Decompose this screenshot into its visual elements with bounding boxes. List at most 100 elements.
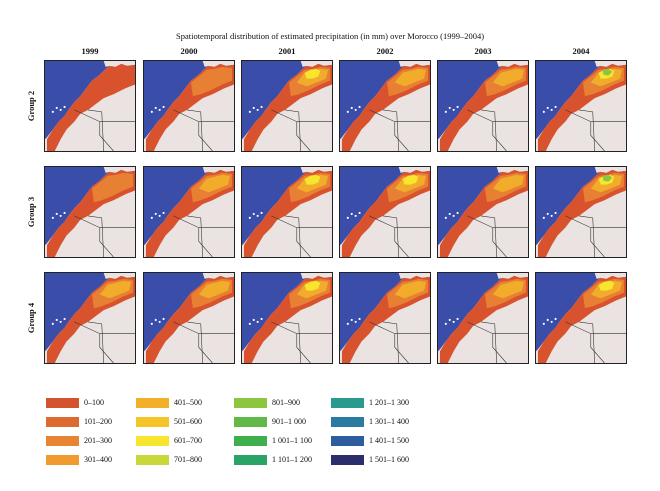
legend-swatch (234, 417, 267, 427)
legend-swatch (234, 436, 267, 446)
iberia-coast (242, 61, 332, 67)
island-mark (260, 317, 263, 321)
precip-zone-higher (598, 280, 615, 291)
island-mark (63, 317, 66, 321)
atlantic-ocean (438, 167, 528, 246)
island-mark (63, 105, 66, 109)
atlantic-ocean (144, 167, 234, 246)
legend-swatch (234, 398, 267, 408)
group-label-text: Group 4 (26, 302, 36, 334)
map-panel (44, 166, 136, 258)
legend-label: 1 201–1 300 (369, 398, 409, 407)
country-borders (173, 215, 234, 257)
legend-item: 1 201–1 300 (331, 398, 409, 408)
map-panel (44, 272, 136, 364)
iberia-coast (242, 273, 332, 279)
atlantic-ocean (536, 273, 626, 352)
group-label-text: Group 2 (26, 90, 36, 122)
precip-zone-high (492, 174, 525, 193)
island-mark (248, 110, 251, 113)
island-mark (448, 212, 451, 216)
island-mark (51, 216, 54, 219)
map-panel (535, 272, 627, 364)
country-borders (369, 215, 430, 257)
country-borders (74, 109, 135, 151)
island-mark (154, 212, 157, 216)
island-mark (63, 211, 66, 215)
island-mark (452, 108, 455, 111)
island-mark (162, 317, 165, 321)
atlantic-ocean (242, 273, 332, 352)
legend-label: 101–200 (84, 417, 112, 426)
island-mark (444, 322, 447, 325)
atlantic-ocean (438, 273, 528, 352)
atlantic-ocean (45, 61, 135, 140)
legend-item: 1 101–1 200 (234, 455, 312, 465)
island-mark (554, 211, 557, 215)
island-mark (162, 105, 165, 109)
legend-label: 201–300 (84, 436, 112, 445)
precip-zone-peak (602, 68, 613, 76)
legend-swatch (46, 417, 79, 427)
island-mark (444, 110, 447, 113)
island-mark (456, 105, 459, 109)
legend-item: 101–200 (46, 417, 112, 427)
legend-swatch (331, 398, 364, 408)
island-mark (55, 106, 58, 110)
atlantic-ocean (340, 167, 430, 246)
group-label-text: Group 3 (26, 196, 36, 228)
legend-label: 801–900 (272, 398, 300, 407)
island-mark (354, 108, 357, 111)
legend-swatch (331, 436, 364, 446)
group-label: Group 4 (26, 272, 36, 364)
island-mark (158, 108, 161, 111)
iberia-coast (536, 273, 626, 279)
legend-item: 501–600 (136, 417, 202, 427)
atlantic-ocean (45, 273, 135, 352)
precip-zone-peak (602, 174, 613, 182)
island-mark (444, 216, 447, 219)
iberia-coast (438, 167, 528, 173)
island-mark (358, 105, 361, 109)
country-borders (271, 109, 332, 151)
island-mark (158, 214, 161, 217)
island-mark (252, 318, 255, 322)
iberia-coast (536, 167, 626, 173)
iberia-coast (438, 61, 528, 67)
country-borders (565, 215, 626, 257)
island-mark (542, 216, 545, 219)
map-panel (143, 166, 235, 258)
precip-zone-high (198, 174, 231, 193)
atlantic-ocean (144, 61, 234, 140)
island-mark (354, 320, 357, 323)
legend-swatch (331, 417, 364, 427)
island-mark (162, 211, 165, 215)
country-borders (271, 321, 332, 363)
legend-item: 1 401–1 500 (331, 436, 409, 446)
island-mark (150, 110, 153, 113)
country-borders (565, 321, 626, 363)
legend-item: 701–800 (136, 455, 202, 465)
country-borders (271, 215, 332, 257)
legend-item: 601–700 (136, 436, 202, 446)
island-mark (256, 214, 259, 217)
island-mark (546, 318, 549, 322)
atlantic-ocean (438, 61, 528, 140)
legend-label: 1 001–1 100 (272, 436, 312, 445)
iberia-coast (340, 61, 430, 67)
island-mark (154, 318, 157, 322)
atlantic-ocean (340, 61, 430, 140)
legend-swatch (136, 398, 169, 408)
year-label: 2002 (376, 46, 394, 56)
island-mark (350, 106, 353, 110)
iberia-coast (438, 273, 528, 279)
island-mark (350, 318, 353, 322)
legend-swatch (46, 455, 79, 465)
country-borders (74, 215, 135, 257)
country-borders (74, 321, 135, 363)
atlantic-ocean (536, 61, 626, 140)
legend-label: 401–500 (174, 398, 202, 407)
legend-label: 501–600 (174, 417, 202, 426)
island-mark (59, 320, 62, 323)
legend-label: 301–400 (84, 455, 112, 464)
